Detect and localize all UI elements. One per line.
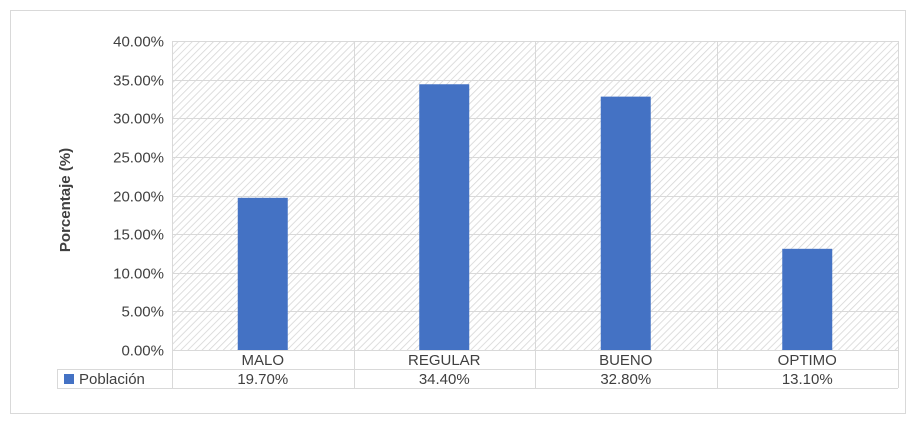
data-table-value: 32.80% — [600, 371, 651, 388]
category-label: BUENO — [599, 352, 652, 369]
category-label: REGULAR — [408, 352, 481, 369]
category-label: OPTIMO — [778, 352, 837, 369]
category-label: MALO — [241, 352, 284, 369]
data-table-value: 19.70% — [237, 371, 288, 388]
bar-bueno — [600, 96, 651, 351]
bar-optimo — [782, 248, 833, 350]
y-tick-label: 15.00% — [113, 227, 164, 244]
legend-series-name: Población — [79, 371, 145, 388]
y-tick-label: 35.00% — [113, 73, 164, 90]
y-tick-label: 30.00% — [113, 111, 164, 128]
bar-regular — [419, 84, 470, 350]
bar-malo — [237, 197, 288, 350]
y-tick-label: 25.00% — [113, 150, 164, 167]
data-table-value: 13.10% — [782, 371, 833, 388]
y-tick-label: 10.00% — [113, 266, 164, 283]
data-table-value: 34.40% — [419, 371, 470, 388]
y-tick-label: 5.00% — [121, 304, 164, 321]
y-tick-label: 20.00% — [113, 189, 164, 206]
y-tick-label: 0.00% — [121, 343, 164, 360]
y-tick-label: 40.00% — [113, 34, 164, 51]
y-axis-title: Porcentaje (%) — [57, 148, 74, 252]
legend-swatch — [64, 374, 74, 384]
